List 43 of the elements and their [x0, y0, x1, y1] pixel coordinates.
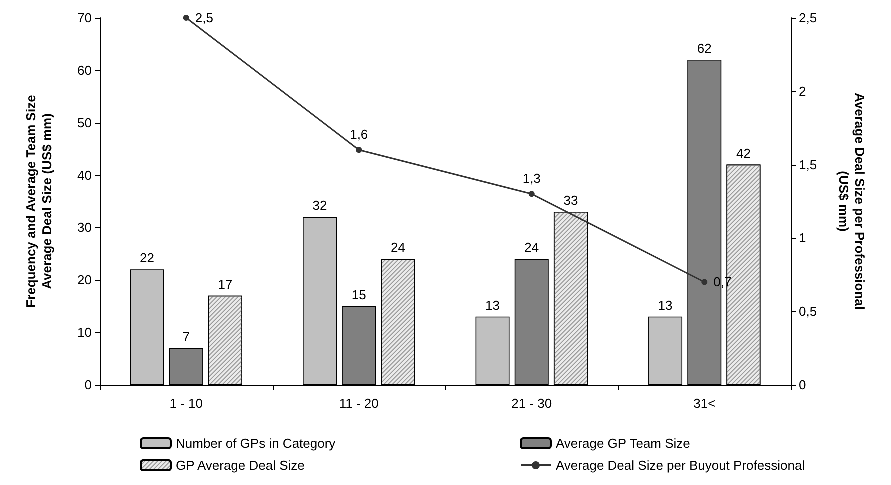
point [183, 15, 190, 21]
point [528, 191, 535, 198]
y2-tick-label: 0,5 [799, 304, 818, 320]
y-axis-title: Frequency and Average Team Size Average Deal Size (US$ mm) [24, 95, 54, 308]
data-label: 33 [564, 192, 578, 208]
data-label: 15 [352, 287, 366, 302]
data-label: 13 [486, 298, 500, 313]
y-tick-label: 50 [78, 115, 92, 130]
y-tick-label: 60 [78, 62, 92, 78]
y-tick-label: 70 [78, 10, 92, 26]
point [702, 279, 708, 286]
data-label: 24 [390, 240, 406, 256]
legend-label: Average Deal Size per Buyout Professional [556, 458, 806, 473]
y-tick-label: 0 [84, 378, 92, 392]
x-tick-label: 21 - 30 [512, 396, 552, 411]
data-label: 13 [658, 298, 673, 313]
y-tick-label: 20 [78, 272, 92, 288]
y2-axis-title: Average Deal Size per Professional (US$ mm) [836, 92, 868, 310]
y2-tick-label: 1 [799, 230, 806, 246]
y2-tick-label: 2 [799, 84, 806, 99]
y2-tick-label: 2,5 [799, 10, 818, 26]
y-tick-label: 40 [78, 168, 92, 183]
y2-tick-label: 0 [799, 378, 806, 392]
legend-label: Number of GPs in Category [176, 436, 336, 451]
x-tick-label: 11 - 20 [339, 396, 379, 411]
data-label: 62 [697, 40, 712, 56]
data-label: 1,3 [522, 171, 541, 186]
legend-label: GP Average Deal Size [176, 458, 305, 473]
point [356, 147, 362, 154]
data-label: 42 [736, 146, 751, 161]
data-label: 17 [218, 276, 233, 292]
x-tick-label: 1 - 10 [170, 396, 203, 411]
data-label: 22 [140, 250, 155, 266]
data-label: 24 [524, 240, 540, 256]
data-label: 7 [182, 329, 190, 344]
data-label: 2,5 [195, 10, 214, 26]
data-label: 1,6 [350, 127, 368, 142]
y-tick-label: 30 [78, 220, 92, 236]
data-label: 32 [312, 198, 328, 214]
y2-tick-label: 1,5 [799, 157, 818, 172]
x-tick-label: 31< [694, 396, 716, 411]
y-tick-label: 10 [78, 325, 92, 340]
legend-label: Average GP Team Size [556, 436, 690, 451]
